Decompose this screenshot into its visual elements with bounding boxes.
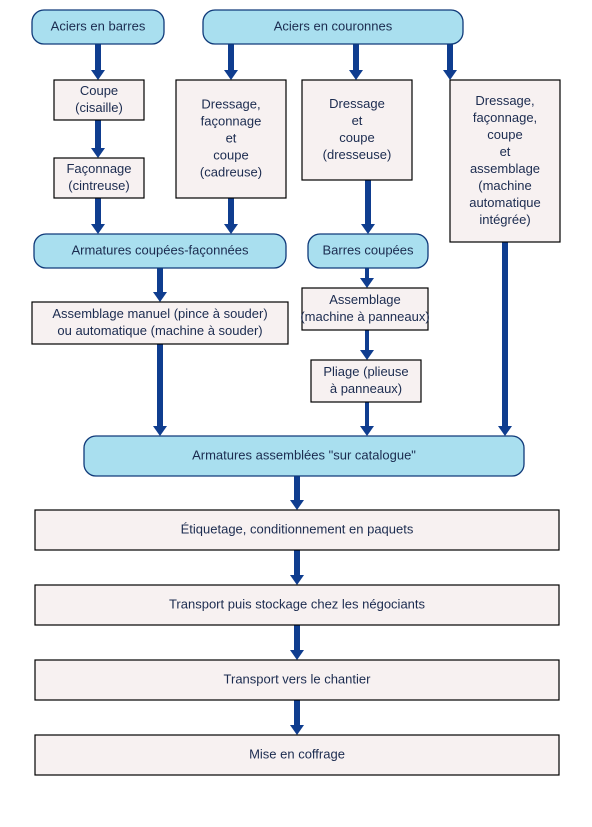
text-dressage_cad-4: (cadreuse): [200, 164, 262, 179]
node-mise_coffrage: Mise en coffrage: [35, 735, 559, 775]
text-barres_coupees-0: Barres coupées: [322, 242, 414, 257]
text-assemblage_panneaux-1: (machine à panneaux): [300, 309, 429, 324]
text-assemblage_manuel-1: ou automatique (machine à souder): [57, 323, 262, 338]
text-dressage_cad-2: et: [226, 130, 237, 145]
text-coupe-1: (cisaille): [75, 100, 123, 115]
text-dressage_cad-3: coupe: [213, 147, 248, 162]
text-pliage-0: Pliage (plieuse: [323, 364, 408, 379]
node-assemblage_panneaux: Assemblage (machine à panneaux): [300, 288, 429, 330]
text-transport_chantier-0: Transport vers le chantier: [224, 671, 372, 686]
text-dressage_dres-3: (dresseuse): [323, 147, 392, 162]
text-aciers_barres-0: Aciers en barres: [51, 18, 146, 33]
node-coupe: Coupe (cisaille): [54, 80, 144, 120]
text-dressage_auto-0: Dressage,: [475, 93, 534, 108]
text-dressage_cad-1: façonnage: [201, 113, 262, 128]
text-assemblage_manuel-0: Assemblage manuel (pince à souder): [52, 306, 267, 321]
text-arm_cat-0: Armatures assemblées "sur catalogue": [192, 447, 416, 462]
text-pliage-1: à panneaux): [330, 381, 402, 396]
text-etiquetage-0: Étiquetage, conditionnement en paquets: [181, 521, 414, 536]
node-aciers_barres: Aciers en barres: [32, 10, 164, 44]
node-aciers_couronnes: Aciers en couronnes: [203, 10, 463, 44]
node-pliage: Pliage (plieuse à panneaux): [311, 360, 421, 402]
flowchart: Aciers en barres Aciers en couronnes Coupe…: [0, 0, 592, 827]
text-coupe-0: Coupe: [80, 83, 118, 98]
text-dressage_dres-1: et: [352, 113, 363, 128]
node-dressage_cad: Dressage, façonnage et coupe (cadreuse): [176, 80, 286, 198]
node-faconnage: Façonnage (cintreuse): [54, 158, 144, 198]
text-dressage_auto-5: (machine: [478, 178, 531, 193]
node-transport_neg: Transport puis stockage chez les négocia…: [35, 585, 559, 625]
node-etiquetage: Étiquetage, conditionnement en paquets: [35, 510, 559, 550]
text-dressage_auto-2: coupe: [487, 127, 522, 142]
node-assemblage_manuel: Assemblage manuel (pince à souder) ou aut…: [32, 302, 288, 344]
node-arm_cf: Armatures coupées-façonnées: [34, 234, 286, 268]
node-barres_coupees: Barres coupées: [308, 234, 428, 268]
node-dressage_auto: Dressage, façonnage, coupe et assemblage (mac…: [450, 80, 560, 242]
text-dressage_cad-0: Dressage,: [201, 96, 260, 111]
text-faconnage-0: Façonnage: [66, 161, 131, 176]
node-transport_chantier: Transport vers le chantier: [35, 660, 559, 700]
text-arm_cf-0: Armatures coupées-façonnées: [71, 242, 249, 257]
text-assemblage_panneaux-0: Assemblage: [329, 292, 401, 307]
text-mise_coffrage-0: Mise en coffrage: [249, 746, 345, 761]
text-dressage_auto-1: façonnage,: [473, 110, 537, 125]
text-dressage_auto-6: automatique: [469, 195, 541, 210]
text-dressage_auto-4: assemblage: [470, 161, 540, 176]
text-dressage_dres-2: coupe: [339, 130, 374, 145]
node-dressage_dres: Dressage et coupe (dresseuse): [302, 80, 412, 180]
text-dressage_dres-0: Dressage: [329, 96, 385, 111]
text-dressage_auto-3: et: [500, 144, 511, 159]
text-faconnage-1: (cintreuse): [68, 178, 129, 193]
text-aciers_couronnes-0: Aciers en couronnes: [274, 18, 393, 33]
text-dressage_auto-7: intégrée): [479, 212, 530, 227]
node-arm_cat: Armatures assemblées "sur catalogue": [84, 436, 524, 476]
text-transport_neg-0: Transport puis stockage chez les négocia…: [169, 596, 426, 611]
